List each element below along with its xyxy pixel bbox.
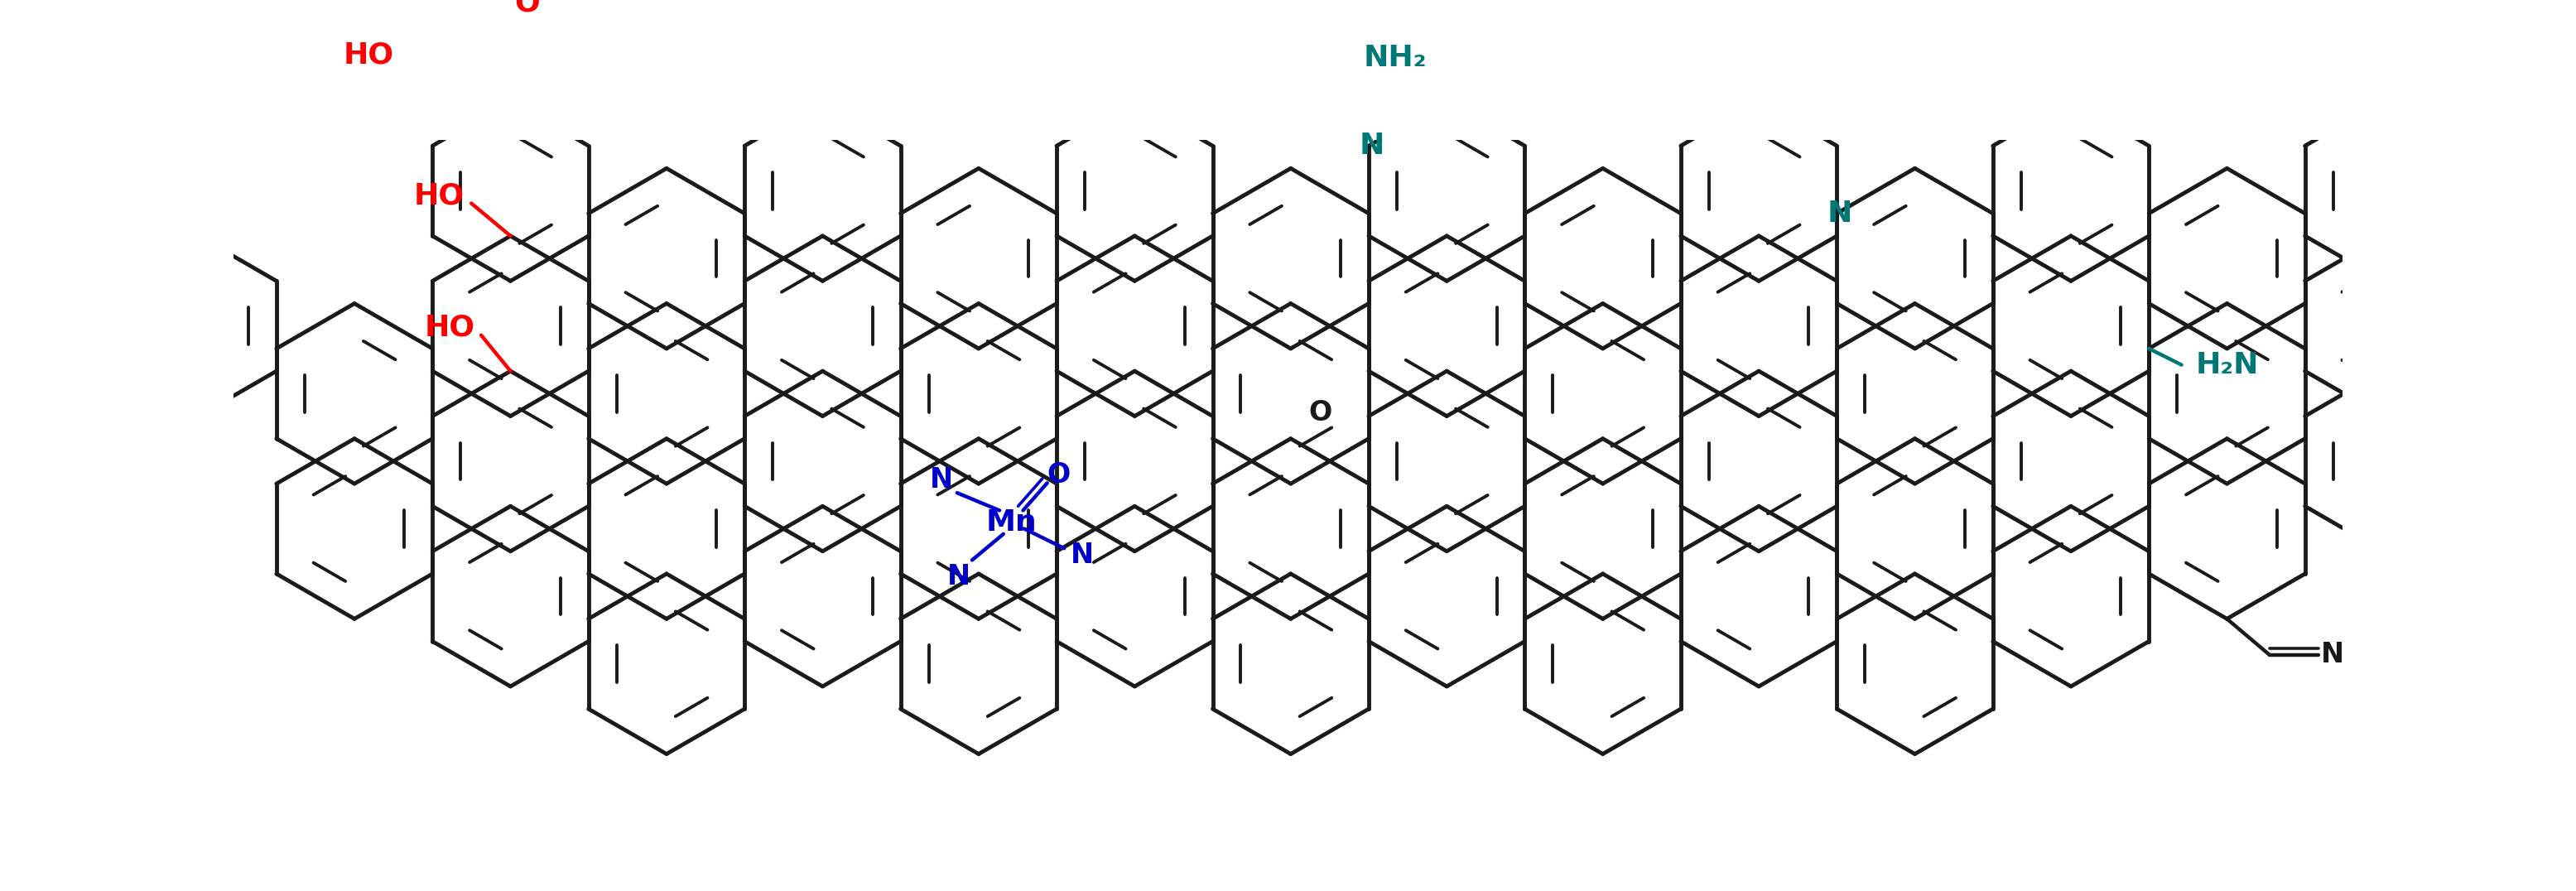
Text: N: N <box>1360 132 1383 159</box>
Text: O: O <box>1309 399 1332 427</box>
Text: HO: HO <box>425 314 474 341</box>
Text: O: O <box>515 0 538 17</box>
Text: H₂N: H₂N <box>2195 351 2259 379</box>
Text: O: O <box>1048 462 1072 489</box>
Text: Mn: Mn <box>987 508 1036 536</box>
Text: N: N <box>2321 642 2344 668</box>
Text: HO: HO <box>412 182 464 209</box>
Text: N: N <box>930 466 953 494</box>
Text: N: N <box>1072 541 1095 568</box>
Text: N: N <box>1826 200 1852 227</box>
Text: N: N <box>948 563 971 591</box>
Text: HO: HO <box>343 41 394 69</box>
Text: NH₂: NH₂ <box>1363 44 1427 72</box>
